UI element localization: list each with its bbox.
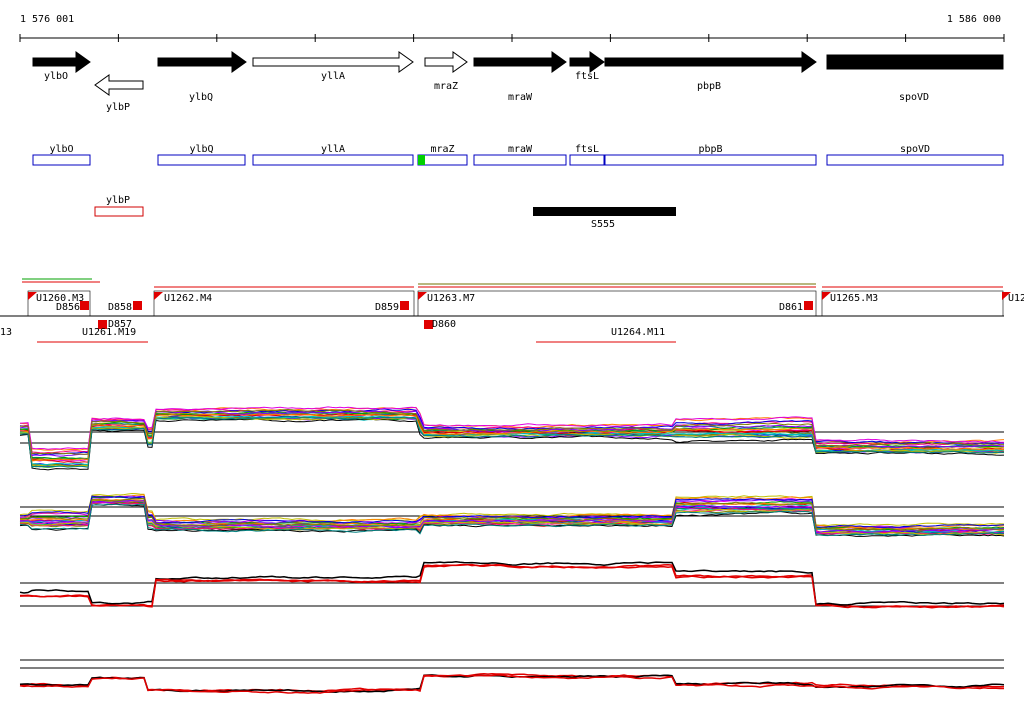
gene-arrow bbox=[32, 51, 91, 73]
gene-arrow bbox=[424, 51, 468, 73]
segment-flag bbox=[1002, 292, 1011, 300]
segment-label: U1263.M7 bbox=[427, 293, 475, 304]
segment-marker bbox=[804, 301, 813, 310]
gene-box bbox=[604, 154, 817, 166]
gene-box-label: ylbO bbox=[49, 144, 73, 155]
gene-box-label: ylbP bbox=[106, 195, 130, 206]
gene-box-label: yllA bbox=[321, 144, 345, 155]
trace bbox=[19, 406, 1005, 450]
gene-box bbox=[157, 154, 246, 166]
segment-flag bbox=[822, 292, 831, 300]
ruler-end: 1 586 000 bbox=[947, 14, 1001, 25]
trace bbox=[19, 503, 1005, 537]
segment-label: U12 bbox=[1008, 293, 1024, 304]
trace bbox=[19, 408, 1005, 455]
segment-label: D858 bbox=[108, 302, 132, 313]
segment-label: D856 bbox=[56, 302, 80, 313]
gene-box-label: mraZ bbox=[430, 144, 454, 155]
trace bbox=[19, 560, 1005, 606]
gene-arrow bbox=[826, 54, 1004, 70]
gene-arrow bbox=[94, 74, 144, 96]
trace bbox=[20, 563, 1005, 609]
segment-marker bbox=[133, 301, 142, 310]
gene-box-label: pbpB bbox=[698, 144, 722, 155]
gene-box bbox=[252, 154, 414, 166]
trace bbox=[19, 413, 1005, 462]
gene-arrow bbox=[157, 51, 247, 73]
gene-label: ylbQ bbox=[189, 92, 213, 103]
gene-label: mraW bbox=[508, 92, 533, 103]
segment-label: U1261.M19 bbox=[82, 327, 136, 338]
gene-arrow bbox=[604, 51, 817, 73]
segment-label: D859 bbox=[375, 302, 399, 313]
trace bbox=[20, 499, 1005, 534]
trace bbox=[19, 415, 1005, 467]
trace bbox=[19, 674, 1004, 694]
segment-label: U1264.M11 bbox=[611, 327, 665, 338]
trace bbox=[19, 563, 1005, 609]
trace bbox=[19, 415, 1005, 468]
feature-label: S555 bbox=[591, 219, 615, 230]
segment-label: D861 bbox=[779, 302, 803, 313]
gene-label: ftsL bbox=[575, 71, 599, 82]
gene-label: ylbP bbox=[106, 102, 130, 113]
segment-label: U1260.M3 bbox=[36, 293, 84, 304]
trace bbox=[19, 408, 1005, 454]
segment-flag bbox=[418, 292, 427, 300]
gene-box bbox=[32, 154, 91, 166]
segment-label: 13 bbox=[0, 327, 12, 338]
gene-box-label: ylbQ bbox=[189, 144, 213, 155]
gene-arrow bbox=[569, 51, 605, 73]
trace bbox=[19, 499, 1005, 536]
gene-arrow bbox=[252, 51, 414, 73]
segment-marker bbox=[98, 320, 107, 329]
segment-label: D857 bbox=[108, 319, 132, 330]
gene-box bbox=[569, 154, 605, 166]
gene-arrow bbox=[473, 51, 567, 73]
segment bbox=[417, 290, 817, 317]
segment-label: U1265.M3 bbox=[830, 293, 878, 304]
segment-label: D860 bbox=[432, 319, 456, 330]
gene-label: ylbO bbox=[44, 71, 68, 82]
trace bbox=[19, 416, 1005, 468]
gene-box bbox=[417, 154, 468, 166]
segment-flag bbox=[154, 292, 163, 300]
feature-bar bbox=[533, 207, 676, 216]
gene-box bbox=[473, 154, 567, 166]
gene-box bbox=[826, 154, 1004, 166]
trace bbox=[19, 416, 1004, 468]
trace bbox=[19, 416, 1005, 468]
trace bbox=[19, 415, 1005, 468]
segment-flag bbox=[28, 292, 37, 300]
segment-marker bbox=[400, 301, 409, 310]
gene-box-label: mraW bbox=[508, 144, 533, 155]
gene-box-label: spoVD bbox=[900, 144, 930, 155]
gene-label: spoVD bbox=[899, 92, 929, 103]
gene-box bbox=[94, 206, 144, 217]
trace bbox=[19, 673, 1005, 692]
segment-marker bbox=[80, 301, 89, 310]
trace bbox=[19, 497, 1004, 531]
segment-label: U1262.M4 bbox=[164, 293, 212, 304]
segment-marker bbox=[424, 320, 433, 329]
trace bbox=[19, 418, 1005, 471]
gene-label: pbpB bbox=[697, 81, 721, 92]
trace bbox=[20, 408, 1004, 455]
gene-label: yllA bbox=[321, 71, 345, 82]
gene-box-label: ftsL bbox=[575, 144, 599, 155]
ruler-start: 1 576 001 bbox=[20, 14, 74, 25]
start-marker bbox=[418, 155, 425, 165]
gene-label: mraZ bbox=[434, 81, 458, 92]
